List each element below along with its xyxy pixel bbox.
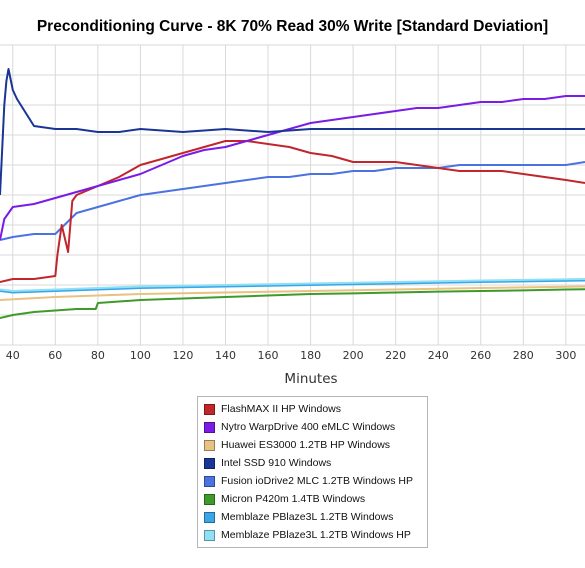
legend-item[interactable]: Nytro WarpDrive 400 eMLC Windows [204, 419, 395, 435]
legend-swatch [204, 457, 215, 469]
legend-label: Intel SSD 910 Windows [221, 457, 332, 469]
gridlines [0, 44, 585, 346]
x-tick-label: 120 [172, 349, 193, 362]
legend-label: FlashMAX II HP Windows [221, 403, 342, 415]
series-line [0, 140, 585, 283]
x-tick-label: 260 [470, 349, 491, 362]
series-line [0, 288, 585, 319]
x-axis-label: Minutes [284, 371, 337, 387]
legend-item[interactable]: Micron P420m 1.4TB Windows [204, 491, 365, 507]
series-line [0, 68, 585, 196]
legend-swatch [204, 475, 215, 487]
legend-swatch [204, 421, 215, 433]
legend-swatch [204, 511, 215, 523]
legend: FlashMAX II HP Windows Nytro WarpDrive 40… [197, 396, 428, 548]
series-line [0, 279, 585, 294]
x-tick-label: 140 [215, 349, 236, 362]
series-lines [0, 68, 585, 319]
legend-swatch [204, 529, 215, 541]
legend-label: Micron P420m 1.4TB Windows [221, 493, 366, 505]
legend-label: Nytro WarpDrive 400 eMLC Windows [221, 421, 396, 433]
x-tick-label: 80 [91, 349, 105, 362]
series-line [0, 161, 585, 241]
x-tick-label: 220 [385, 349, 406, 362]
legend-item[interactable]: Fusion ioDrive2 MLC 1.2TB Windows HP [204, 473, 413, 489]
legend-item[interactable]: Memblaze PBlaze3L 1.2TB Windows [204, 509, 393, 525]
series-line [0, 285, 585, 301]
legend-swatch [204, 403, 215, 415]
x-tick-label: 60 [48, 349, 62, 362]
legend-item[interactable]: Intel SSD 910 Windows [204, 455, 331, 471]
legend-item[interactable]: FlashMAX II HP Windows [204, 401, 341, 417]
legend-label: Fusion ioDrive2 MLC 1.2TB Windows HP [221, 475, 413, 487]
legend-item[interactable]: Huawei ES3000 1.2TB HP Windows [204, 437, 390, 453]
x-tick-label: 100 [130, 349, 151, 362]
series-line [0, 278, 585, 292]
legend-item[interactable]: Memblaze PBlaze3L 1.2TB Windows HP [204, 527, 411, 543]
x-tick-label: 240 [428, 349, 449, 362]
legend-swatch [204, 493, 215, 505]
chart-title: Preconditioning Curve - 8K 70% Read 30% … [36, 18, 549, 35]
x-tick-label: 300 [555, 349, 576, 362]
x-tick-label: 280 [513, 349, 534, 362]
x-tick-labels: 40 60 80 100 120 140 160 180 200 220 240 260 280 300 [6, 349, 577, 362]
x-tick-label: 40 [6, 349, 20, 362]
legend-label: Memblaze PBlaze3L 1.2TB Windows [221, 511, 394, 523]
legend-swatch [204, 439, 215, 451]
legend-label: Memblaze PBlaze3L 1.2TB Windows HP [221, 529, 411, 541]
x-tick-label: 200 [343, 349, 364, 362]
x-tick-label: 160 [258, 349, 279, 362]
legend-label: Huawei ES3000 1.2TB HP Windows [221, 439, 391, 451]
x-tick-label: 180 [300, 349, 321, 362]
series-line [0, 95, 585, 241]
